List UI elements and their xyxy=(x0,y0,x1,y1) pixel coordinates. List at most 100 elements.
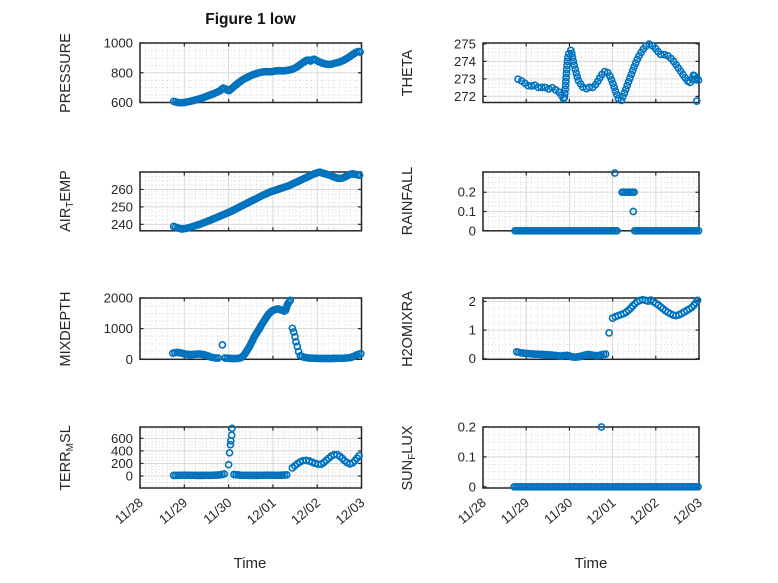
data-markers xyxy=(169,168,364,233)
major-grid xyxy=(483,427,699,488)
subplot-pressure: 600 800 1000 xyxy=(104,36,364,110)
subplot-theta: 272 273 274 275 xyxy=(454,36,703,105)
y-tick-labels: 240 250 260 xyxy=(111,182,133,232)
svg-text:2000: 2000 xyxy=(104,291,133,306)
svg-text:250: 250 xyxy=(111,199,133,214)
subplot-sun-flux: 0 0.1 0.2 11/28 11/29 11/30 12/01 12/02 12/03 xyxy=(455,420,705,528)
ylabel-text: AIR xyxy=(58,208,74,233)
y-tick-labels: 0 1 2 xyxy=(469,294,476,366)
x-tick-labels: 11/28 11/29 11/30 12/01 12/02 12/03 xyxy=(455,495,705,528)
svg-text:0.2: 0.2 xyxy=(458,185,476,200)
figure-title: Figure 1 low xyxy=(205,11,296,28)
svg-text:12/02: 12/02 xyxy=(288,495,323,528)
svg-text:200: 200 xyxy=(111,456,133,471)
ylabel-pressure: PRESSURE xyxy=(57,3,75,143)
ylabel-text-subscript: M xyxy=(65,442,76,451)
data-markers xyxy=(168,296,365,363)
data-markers xyxy=(514,40,703,105)
svg-text:275: 275 xyxy=(454,36,476,51)
major-grid xyxy=(140,172,362,231)
major-grid xyxy=(483,298,699,360)
svg-text:12/01: 12/01 xyxy=(244,495,279,528)
svg-text:0: 0 xyxy=(469,223,476,238)
svg-text:0.2: 0.2 xyxy=(458,420,476,435)
ylabel-text-subscript: T xyxy=(65,201,76,209)
data-markers xyxy=(511,169,703,235)
ylabel-rainfall: RAINFALL xyxy=(399,131,417,271)
ylabel-mixdepth: MIXDEPTH xyxy=(57,259,75,399)
axes-box xyxy=(482,42,700,104)
ylabel-air-temp: AIRTEMP xyxy=(57,131,76,271)
ylabel-text: PRESSURE xyxy=(58,32,74,113)
svg-text:11/29: 11/29 xyxy=(498,495,532,527)
ylabel-text: TERR xyxy=(58,450,74,491)
data-markers xyxy=(169,47,364,107)
svg-text:0: 0 xyxy=(469,479,476,494)
svg-text:11/30: 11/30 xyxy=(200,495,234,527)
y-tick-labels: 0 0.1 0.2 xyxy=(458,420,476,495)
svg-text:600: 600 xyxy=(111,431,133,446)
svg-text:273: 273 xyxy=(454,71,476,86)
svg-text:400: 400 xyxy=(111,443,133,458)
ylabel-terr-msl: TERRMSL xyxy=(57,388,76,528)
svg-text:260: 260 xyxy=(111,182,133,197)
ylabel-text: LUX xyxy=(400,425,416,454)
svg-text:11/29: 11/29 xyxy=(156,495,190,527)
svg-text:2: 2 xyxy=(469,294,476,309)
minor-grid xyxy=(484,299,698,359)
ylabel-text: H2OMIXRA xyxy=(400,290,416,367)
minor-grid xyxy=(484,428,698,487)
ylabel-text: RAINFALL xyxy=(400,167,416,236)
ylabel-text-subscript: F xyxy=(407,453,418,460)
axes-box xyxy=(139,297,363,361)
y-tick-labels: 272 273 274 275 xyxy=(454,36,476,104)
data-markers xyxy=(512,295,702,362)
svg-text:12/02: 12/02 xyxy=(627,495,662,528)
minor-grid xyxy=(484,173,698,230)
svg-text:0: 0 xyxy=(126,469,133,484)
minor-grid xyxy=(141,44,361,102)
svg-text:11/30: 11/30 xyxy=(541,495,575,527)
svg-text:1: 1 xyxy=(469,323,476,338)
svg-text:11/28: 11/28 xyxy=(112,495,146,527)
x-axis-label-left: Time xyxy=(233,555,267,572)
svg-text:240: 240 xyxy=(111,217,133,232)
ylabel-text: EMP xyxy=(58,170,74,202)
ylabel-text: SL xyxy=(58,424,74,443)
svg-text:1000: 1000 xyxy=(104,321,133,336)
svg-text:11/28: 11/28 xyxy=(455,495,489,527)
ylabel-theta: THETA xyxy=(399,3,417,143)
svg-text:12/03: 12/03 xyxy=(670,495,705,528)
svg-text:600: 600 xyxy=(111,95,133,110)
subplot-h2omixra: 0 1 2 xyxy=(469,294,702,366)
x-axis-label-right: Time xyxy=(574,555,608,572)
svg-text:0.1: 0.1 xyxy=(458,449,476,464)
subplot-mixdepth: 0 1000 2000 xyxy=(104,291,365,367)
svg-text:272: 272 xyxy=(454,89,476,104)
ylabel-h2omixra: H2OMIXRA xyxy=(399,259,417,399)
svg-text:12/01: 12/01 xyxy=(584,495,619,528)
major-grid xyxy=(140,298,362,360)
svg-text:0: 0 xyxy=(126,352,133,367)
y-tick-labels: 600 800 1000 xyxy=(104,36,133,111)
major-grid xyxy=(483,172,699,231)
subplot-rainfall: 0 0.1 0.2 xyxy=(458,169,703,238)
ylabel-sun-flux: SUNFLUX xyxy=(399,388,418,528)
x-tick-labels: 11/28 11/29 11/30 12/01 12/02 12/03 xyxy=(112,495,368,528)
svg-text:0: 0 xyxy=(469,351,476,366)
data-markers xyxy=(510,423,702,491)
y-tick-labels: 0 1000 2000 xyxy=(104,291,133,367)
svg-text:12/03: 12/03 xyxy=(332,495,367,528)
svg-text:800: 800 xyxy=(111,65,133,80)
svg-text:274: 274 xyxy=(454,54,476,69)
ylabel-text: SUN xyxy=(400,459,416,490)
svg-text:0.1: 0.1 xyxy=(458,204,476,219)
ylabel-text: MIXDEPTH xyxy=(58,291,74,367)
data-markers xyxy=(169,424,363,480)
ylabel-text: THETA xyxy=(400,49,416,96)
y-tick-labels: 0 0.1 0.2 xyxy=(458,185,476,239)
subplot-air-temp: 240 250 260 xyxy=(111,168,364,233)
